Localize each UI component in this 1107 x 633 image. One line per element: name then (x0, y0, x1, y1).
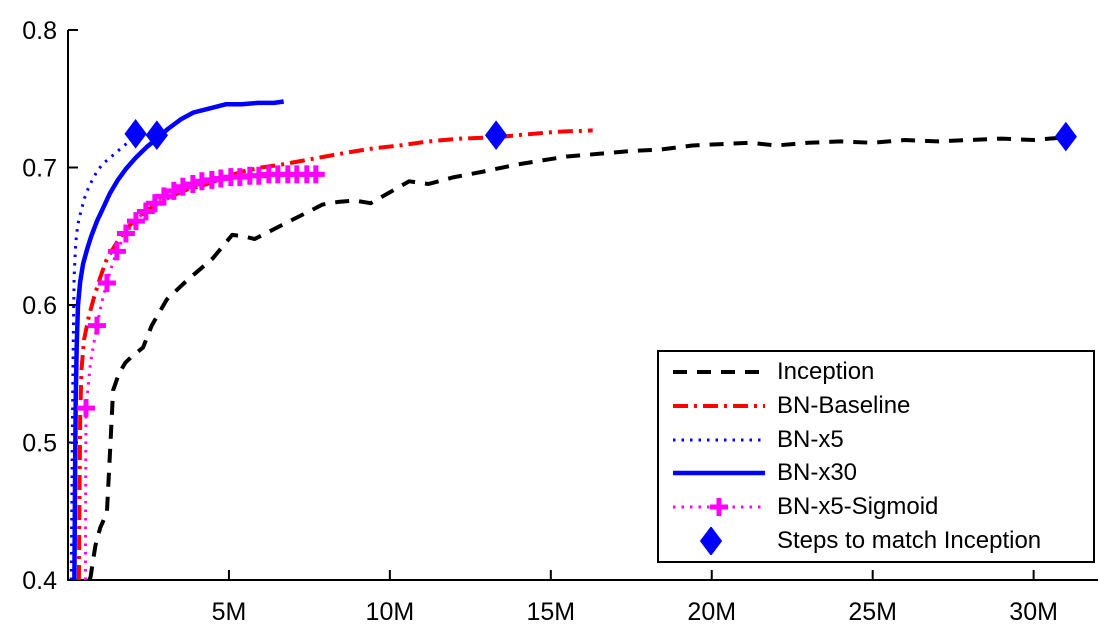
diamond-marker (124, 118, 147, 149)
legend-item-bn-x5: BN-x5 (669, 424, 1093, 456)
legend-item-steps-to-match-inception: Steps to match Inception (669, 525, 1093, 557)
legend-label-bn-baseline: BN-Baseline (777, 391, 911, 419)
legend-label-inception: Inception (777, 357, 875, 385)
diamond-marker (1054, 121, 1077, 152)
y-tick-label: 0.8 (22, 17, 57, 45)
series-line-bn-x30 (72, 99, 285, 581)
diamond-marker (484, 120, 508, 151)
x-tick-label: 20M (687, 598, 736, 626)
legend-label-steps-to-match-inception: Steps to match Inception (777, 527, 1042, 555)
legend-item-bn-x5-sigmoid: BN-x5-Sigmoid (669, 491, 1093, 523)
legend-item-inception: Inception (669, 356, 1093, 388)
legend: Inception BN-Baseline BN-x5 BN-x30 BN-x5-Sig… (657, 350, 1095, 563)
plus-marker (107, 242, 126, 261)
plus-marker (136, 202, 155, 221)
legend-label-bn-x5: BN-x5 (777, 425, 844, 453)
y-tick-label: 0.7 (22, 155, 57, 183)
y-tick-label: 0.4 (22, 567, 57, 595)
series-line-inception (87, 135, 1066, 581)
plus-marker (183, 175, 202, 193)
legend-label-bn-x30: BN-x30 (777, 459, 858, 487)
plus-marker (173, 177, 192, 196)
x-tick-label: 10M (366, 598, 415, 626)
legend-sample-steps-to-match-inception (699, 527, 723, 556)
x-tick-label: 25M (848, 598, 897, 626)
plus-marker (306, 165, 325, 184)
y-tick-label: 0.6 (22, 292, 57, 320)
legend-sample-inception (673, 369, 765, 374)
legend-sample-bn-x5 (673, 438, 765, 442)
plus-marker (126, 212, 145, 231)
plus-marker (154, 187, 173, 206)
axes: 0.4 0.5 0.6 0.7 0.8 5M 10M 15M 20M 25M 30M (22, 17, 1098, 626)
x-tick-label: 30M (1009, 598, 1058, 626)
series-line-bn-x5 (69, 136, 137, 581)
x-tick-label: 15M (526, 598, 575, 626)
x-tick-label: 5M (212, 598, 247, 626)
legend-label-bn-x5-sigmoid: BN-x5-Sigmoid (777, 493, 939, 521)
plus-marker (145, 194, 164, 213)
legend-sample-bn-x5-sigmoid (673, 498, 765, 517)
diamond-marker (145, 120, 168, 151)
diamond-marker (699, 527, 723, 556)
plus-marker (77, 399, 96, 418)
legend-sample-bn-baseline (673, 403, 765, 408)
plus-marker (710, 498, 728, 517)
legend-item-bn-x30: BN-x30 (669, 457, 1093, 489)
plus-marker (164, 181, 183, 200)
y-tick-label: 0.5 (22, 430, 57, 458)
plus-marker (87, 316, 106, 335)
data-markers (77, 118, 1077, 418)
legend-item-bn-baseline: BN-Baseline (669, 390, 1093, 422)
plus-marker (97, 274, 116, 292)
legend-sample-bn-x30 (673, 471, 765, 476)
plus-marker (116, 224, 135, 243)
